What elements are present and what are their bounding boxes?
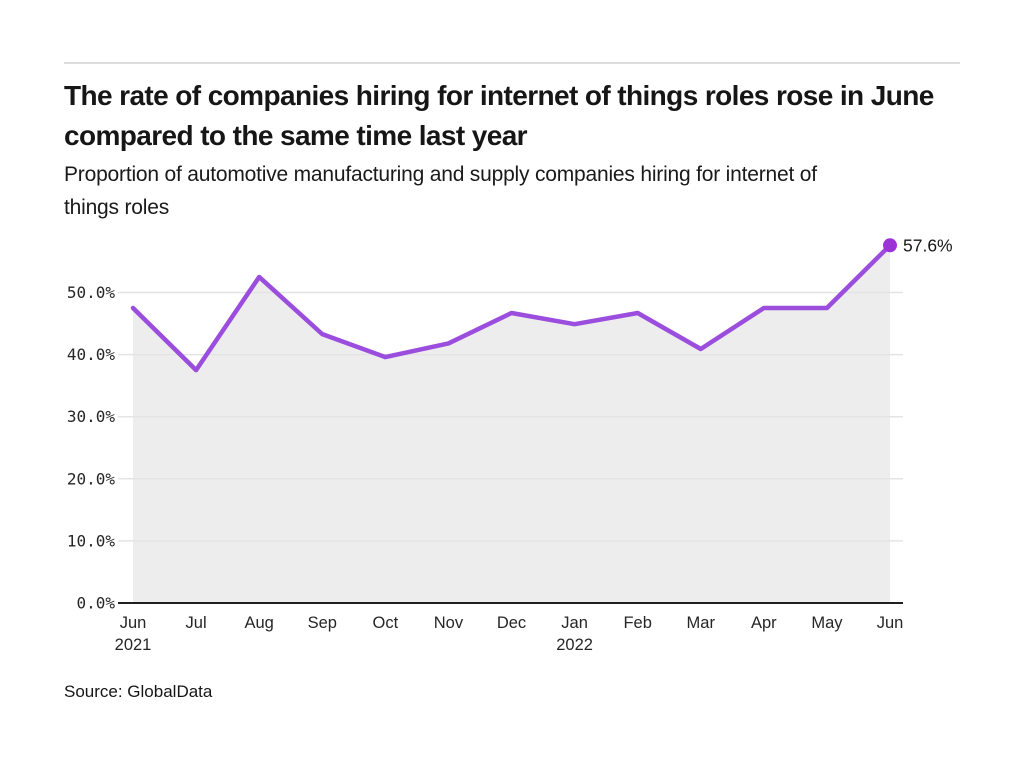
- x-tick-label: Jul: [186, 614, 207, 632]
- x-tick-label: Mar: [687, 614, 716, 632]
- x-tick-label: Jan: [561, 614, 588, 632]
- chart-title: The rate of companies hiring for interne…: [64, 80, 934, 151]
- end-point-marker: [883, 238, 897, 253]
- chart-subtitle: Proportion of automotive manufacturing a…: [64, 163, 817, 219]
- y-tick-label: 40.0%: [67, 345, 116, 364]
- x-tick-year-label: 2022: [556, 636, 593, 654]
- y-tick-label: 0.0%: [76, 594, 115, 613]
- y-tick-label: 50.0%: [67, 283, 116, 302]
- x-tick-label: Jun: [877, 614, 904, 632]
- x-tick-label: Nov: [434, 614, 464, 632]
- x-tick-label: Aug: [244, 614, 273, 632]
- y-tick-label: 20.0%: [67, 469, 116, 488]
- top-rule: [64, 62, 960, 64]
- data-line: [130, 243, 893, 373]
- y-tick-label: 30.0%: [67, 407, 116, 426]
- x-tick-label: May: [811, 614, 843, 632]
- x-tick-label: Feb: [623, 614, 651, 632]
- x-tick-year-label: 2021: [115, 636, 152, 654]
- source-note: Source: GlobalData: [64, 682, 213, 701]
- x-tick-label: Jun: [120, 614, 147, 632]
- x-tick-label: Apr: [751, 614, 777, 632]
- y-tick-label: 10.0%: [67, 531, 116, 550]
- x-tick-label: Oct: [372, 614, 398, 632]
- x-tick-label: Dec: [497, 614, 526, 632]
- line-chart: 57.6% 0.0% 10.0% 20.0% 30.0% 40.0% 50.0% Jun 202…: [67, 235, 953, 654]
- end-value-label: 57.6%: [903, 235, 953, 255]
- x-tick-label: Sep: [308, 614, 337, 632]
